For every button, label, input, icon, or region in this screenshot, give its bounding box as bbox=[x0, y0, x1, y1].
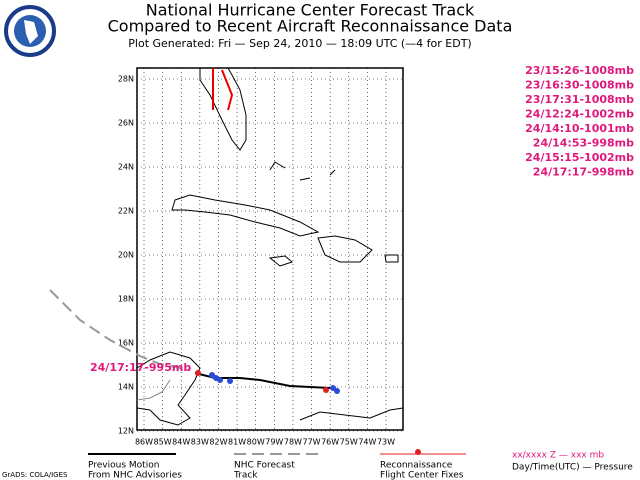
plot-generated: Plot Generated: Fri — Sep 24, 2010 — 18:… bbox=[128, 37, 471, 50]
fix-entry: 23/15:26-1008mb bbox=[525, 64, 634, 77]
legend: Previous Motion From NHC Advisories NHC … bbox=[2, 449, 633, 480]
lon-label: 74W bbox=[358, 438, 376, 447]
legend-key: Day/Time(UTC) — Pressure bbox=[512, 463, 633, 473]
lon-label: 80W bbox=[247, 438, 265, 447]
lon-label: 73W bbox=[377, 438, 395, 447]
legend-forecast: NHC Forecast bbox=[234, 461, 295, 471]
lat-label: 28N bbox=[118, 75, 134, 84]
legend-previous: From NHC Advisories bbox=[88, 471, 182, 480]
lon-label: 82W bbox=[209, 438, 227, 447]
fix-entry: 24/15:15-1002mb bbox=[525, 151, 634, 164]
lat-label: 16N bbox=[118, 339, 134, 348]
fix-list: 23/15:26-1008mb 23/16:30-1008mb23/17:31-1… bbox=[525, 64, 634, 179]
current-fixes bbox=[195, 370, 329, 393]
lat-label: 14N bbox=[118, 383, 134, 392]
fix-points bbox=[209, 372, 340, 394]
fix-entry: 24/14:53-998mb bbox=[533, 137, 634, 150]
fix-entry: 24/17:17-998mb bbox=[533, 166, 634, 179]
lat-label: 18N bbox=[118, 295, 134, 304]
lon-label: 84W bbox=[172, 438, 190, 447]
lon-label: 78W bbox=[284, 438, 302, 447]
lon-label: 75W bbox=[340, 438, 358, 447]
lat-label: 26N bbox=[118, 119, 134, 128]
lon-label: 79W bbox=[265, 438, 283, 447]
fix-entry: 24/12:24-1002mb bbox=[525, 108, 634, 121]
legend-key: xx/xxxx Z — xxx mb bbox=[512, 451, 604, 461]
legend-previous: Previous Motion bbox=[88, 461, 159, 471]
lon-label: 77W bbox=[302, 438, 320, 447]
lon-label: 76W bbox=[321, 438, 339, 447]
fix-entry: 23/16:30-1008mb bbox=[525, 79, 634, 92]
logo bbox=[4, 5, 56, 57]
title-line2: Compared to Recent Aircraft Reconnaissan… bbox=[108, 17, 513, 36]
lat-label: 20N bbox=[118, 251, 134, 260]
lat-label: 22N bbox=[118, 207, 134, 216]
lon-label: 85W bbox=[154, 438, 172, 447]
legend-recon: Flight Center Fixes bbox=[380, 471, 464, 480]
lon-label: 81W bbox=[228, 438, 246, 447]
map-frame bbox=[136, 67, 404, 431]
lat-label: 12N bbox=[118, 427, 134, 436]
title-line1: National Hurricane Center Forecast Track bbox=[146, 1, 475, 20]
lon-label: 83W bbox=[191, 438, 209, 447]
credit: GrADS: COLA/IGES bbox=[2, 471, 68, 479]
annotation: 24/17:17-995mb bbox=[90, 361, 191, 374]
lon-label: 86W bbox=[135, 438, 153, 447]
legend-forecast: Track bbox=[233, 471, 258, 480]
forecast-track bbox=[49, 289, 191, 371]
fix-entry: 24/14:10-1001mb bbox=[525, 122, 634, 135]
lat-label: 24N bbox=[118, 163, 134, 172]
fix-entry: 23/17:31-1008mb bbox=[525, 93, 634, 106]
coastlines bbox=[136, 67, 404, 426]
legend-recon: Reconnaissance bbox=[380, 461, 453, 471]
